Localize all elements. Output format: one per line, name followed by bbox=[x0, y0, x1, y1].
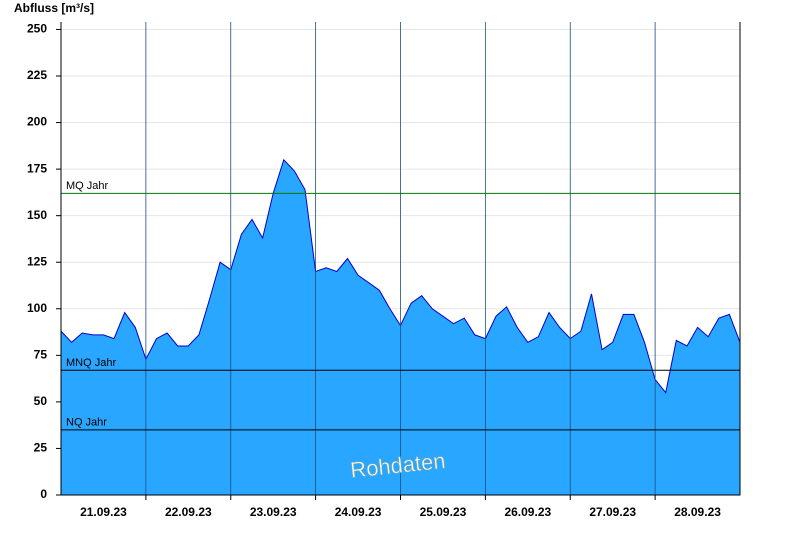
y-tick-label: 75 bbox=[34, 348, 48, 362]
reference-label: MNQ Jahr bbox=[66, 357, 116, 369]
reference-label: MQ Jahr bbox=[66, 180, 109, 192]
x-tick-label: 25.09.23 bbox=[420, 505, 467, 519]
x-tick-label: 22.09.23 bbox=[165, 505, 212, 519]
y-tick-label: 150 bbox=[27, 208, 47, 222]
y-tick-label: 225 bbox=[27, 68, 47, 82]
y-axis-label: Abfluss [m³/s] bbox=[14, 1, 94, 15]
y-tick-label: 100 bbox=[27, 301, 47, 315]
x-tick-label: 28.09.23 bbox=[674, 505, 721, 519]
y-tick-label: 50 bbox=[34, 394, 48, 408]
x-tick-label: 26.09.23 bbox=[504, 505, 551, 519]
y-tick-label: 250 bbox=[27, 22, 47, 36]
x-tick-label: 21.09.23 bbox=[80, 505, 127, 519]
reference-label: NQ Jahr bbox=[66, 417, 107, 429]
x-tick-label: 24.09.23 bbox=[335, 505, 382, 519]
y-tick-label: 200 bbox=[27, 115, 47, 129]
y-tick-label: 125 bbox=[27, 254, 47, 268]
x-tick-label: 23.09.23 bbox=[250, 505, 297, 519]
y-tick-label: 25 bbox=[34, 441, 48, 455]
y-tick-label: 175 bbox=[27, 161, 47, 175]
x-tick-label: 27.09.23 bbox=[589, 505, 636, 519]
y-tick-label: 0 bbox=[40, 487, 47, 501]
